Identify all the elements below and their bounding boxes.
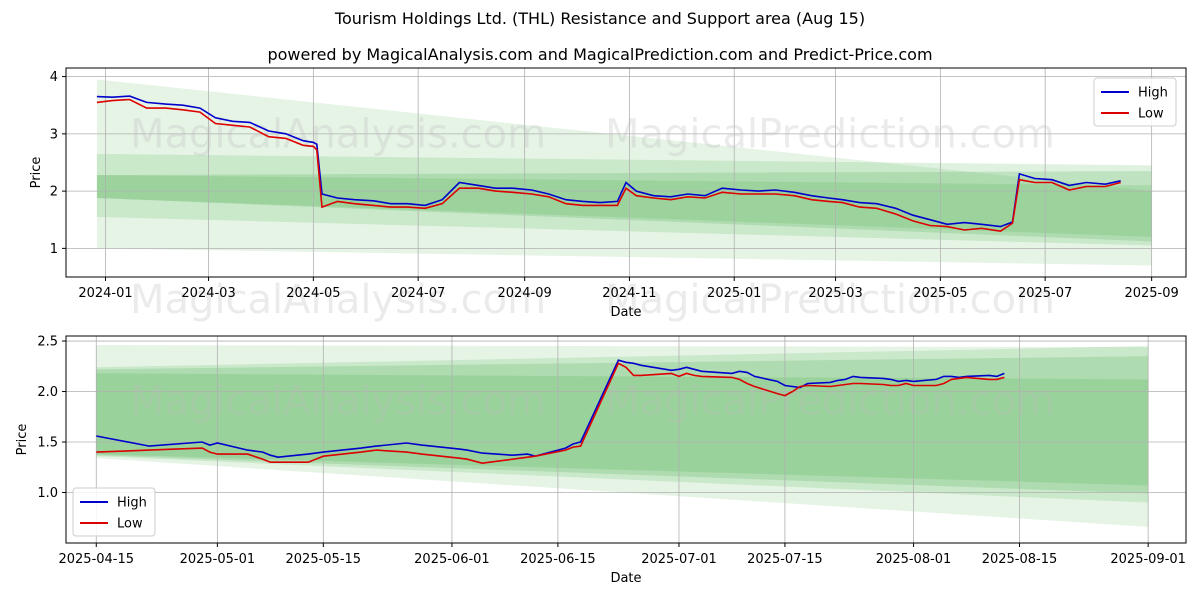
y-tick-label: 4: [50, 70, 58, 85]
x-tick-label: 2025-05: [913, 286, 967, 301]
legend-label-low: Low: [1138, 107, 1164, 122]
x-tick-label: 2025-04-15: [58, 552, 134, 567]
x-axis-label: Date: [610, 305, 641, 320]
x-tick-label: 2025-03: [808, 286, 862, 301]
support-resistance-band: [96, 175, 1152, 237]
watermark-text: MagicalAnalysis.com: [130, 277, 546, 323]
watermark-text: MagicalPrediction.com: [605, 277, 1055, 323]
y-tick-label: 1.5: [37, 436, 58, 451]
x-tick-label: 2025-08-15: [982, 552, 1058, 567]
support-resistance-band: [96, 153, 1152, 246]
legend: High Low: [1093, 77, 1177, 127]
watermark-text: MagicalAnalysis.com: [130, 111, 546, 157]
y-tick-label: 1: [50, 242, 58, 257]
chart-panel-2: MagicalAnalysis.com MagicalPrediction.com…: [15, 335, 1187, 586]
support-resistance-band: [96, 356, 1149, 494]
series-line-high: [96, 95, 1121, 228]
x-tick-label: 2025-07: [1018, 286, 1072, 301]
chart-panel-1: MagicalAnalysis.com MagicalPrediction.com…: [29, 67, 1187, 323]
y-axis-label: Price: [29, 157, 44, 189]
watermark-text: MagicalAnalysis.com: [130, 379, 546, 425]
series-line-low: [96, 98, 1121, 233]
chart-title: Tourism Holdings Ltd. (THL) Resistance a…: [334, 9, 866, 28]
support-resistance-band: [96, 171, 1152, 242]
plot-frame: [65, 335, 1187, 544]
y-tick-label: 1.0: [37, 486, 58, 501]
x-tick-label: 2024-09: [497, 286, 551, 301]
x-tick-label: 2025-06-15: [520, 552, 596, 567]
chart-subtitle: powered by MagicalAnalysis.com and Magic…: [267, 45, 933, 64]
x-tick-label: 2025-07-15: [747, 552, 823, 567]
series-line-high: [96, 359, 1005, 459]
legend-label-high: High: [117, 496, 147, 511]
series-line-low: [96, 362, 1005, 465]
legend: High Low: [72, 487, 156, 537]
support-resistance-band: [96, 79, 1152, 266]
x-tick-label: 2025-05-01: [180, 552, 256, 567]
x-tick-label: 2024-11: [602, 286, 656, 301]
support-resistance-band: [96, 345, 1149, 527]
y-tick-label: 2.5: [37, 335, 58, 350]
x-tick-label: 2025-07-01: [641, 552, 717, 567]
y-axis-label: Price: [15, 424, 30, 456]
y-tick-label: 3: [50, 127, 58, 142]
x-axis-label: Date: [610, 571, 641, 586]
x-tick-label: 2025-08-01: [876, 552, 952, 567]
y-tick-label: 2.0: [37, 385, 58, 400]
watermark-text: MagicalPrediction.com: [605, 379, 1055, 425]
x-tick-label: 2024-03: [181, 286, 235, 301]
y-tick-label: 2: [50, 185, 58, 200]
x-tick-label: 2024-01: [78, 286, 132, 301]
legend-label-high: High: [1138, 86, 1168, 101]
watermark-text: MagicalPrediction.com: [605, 111, 1055, 157]
x-tick-label: 2025-06-01: [414, 552, 490, 567]
x-tick-label: 2025-01: [707, 286, 761, 301]
plot-frame: [65, 67, 1187, 278]
x-tick-label: 2024-05: [286, 286, 340, 301]
support-resistance-band: [96, 373, 1149, 486]
x-tick-label: 2025-09-01: [1110, 552, 1186, 567]
x-tick-label: 2024-07: [391, 286, 445, 301]
legend-label-low: Low: [117, 517, 143, 532]
x-tick-label: 2025-09: [1124, 286, 1178, 301]
x-tick-label: 2025-05-15: [286, 552, 362, 567]
